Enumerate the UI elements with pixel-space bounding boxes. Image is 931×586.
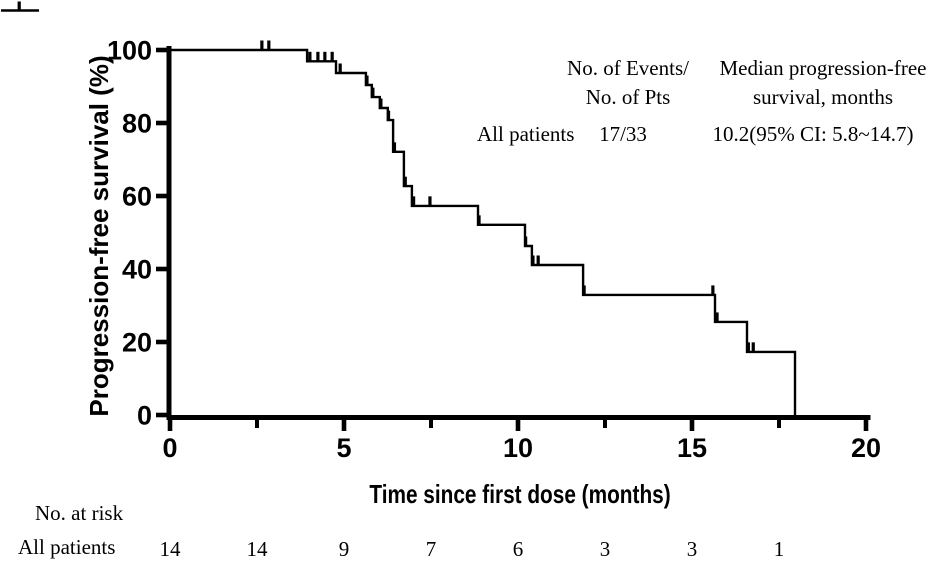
y-axis-ticks: 0 20 40 60 80 100 bbox=[107, 36, 167, 431]
censor-tick bbox=[260, 40, 264, 50]
y-tick bbox=[156, 339, 167, 345]
censor-tick bbox=[371, 87, 375, 98]
y-tick bbox=[156, 47, 167, 53]
censor-marks bbox=[260, 40, 755, 352]
censor-tick bbox=[536, 255, 540, 265]
y-axis-title: Progression-free survival (%) bbox=[84, 55, 114, 417]
x-tick-major bbox=[341, 420, 347, 431]
survival-curve bbox=[169, 48, 797, 415]
legend-median-value: 10.2(95% CI: 5.8~14.7) bbox=[712, 122, 914, 146]
legend-series-label: All patients bbox=[477, 122, 575, 146]
y-tick bbox=[156, 412, 167, 418]
x-axis-title: Time since first dose (months) bbox=[369, 479, 671, 509]
censor-tick bbox=[477, 215, 481, 225]
events-header-line2: No. of Pts bbox=[585, 85, 671, 109]
y-tick bbox=[156, 193, 167, 199]
at-risk-title: No. at risk bbox=[35, 501, 124, 525]
y-tick-label: 40 bbox=[122, 255, 152, 285]
axes bbox=[166, 46, 871, 420]
censor-tick bbox=[711, 285, 715, 295]
median-header-line2: survival, months bbox=[752, 85, 893, 109]
x-tick-minor bbox=[255, 420, 259, 428]
censor-tick bbox=[428, 196, 432, 206]
at-risk-count: 3 bbox=[600, 537, 611, 561]
x-axis-ticks: 0 5 10 15 20 bbox=[162, 420, 881, 463]
censor-line-legend-marker-icon bbox=[1, 1, 39, 12]
x-tick-label: 10 bbox=[503, 433, 533, 463]
x-tick-label: 0 bbox=[162, 433, 177, 463]
censor-tick bbox=[392, 142, 397, 152]
censor-tick bbox=[524, 236, 528, 247]
x-tick-major bbox=[863, 420, 869, 431]
censor-tick bbox=[715, 312, 719, 322]
median-column-header: Median progression-free survival, months bbox=[719, 54, 926, 112]
y-tick-label: 100 bbox=[107, 36, 152, 66]
x-tick-minor bbox=[429, 420, 433, 428]
x-tick-major bbox=[689, 420, 695, 431]
censor-tick bbox=[403, 176, 407, 187]
censor-tick bbox=[582, 285, 586, 295]
censor-tick bbox=[746, 342, 750, 352]
at-risk-count: 6 bbox=[513, 537, 524, 561]
x-axis-line bbox=[166, 415, 871, 420]
at-risk-counts: 14 14 9 7 6 3 3 1 bbox=[160, 537, 785, 561]
censor-tick bbox=[323, 51, 327, 62]
at-risk-count: 1 bbox=[774, 537, 785, 561]
at-risk-count: 7 bbox=[426, 537, 437, 561]
y-tick bbox=[156, 120, 167, 126]
censor-tick bbox=[330, 51, 334, 62]
median-header-line1: Median progression-free bbox=[719, 56, 927, 80]
censor-tick bbox=[316, 51, 320, 62]
x-tick-label: 20 bbox=[851, 433, 881, 463]
censor-tick bbox=[365, 75, 369, 86]
x-tick-label: 15 bbox=[677, 433, 707, 463]
y-axis-line bbox=[166, 46, 172, 420]
x-tick-label: 5 bbox=[336, 433, 351, 463]
at-risk-row-label: All patients bbox=[18, 535, 116, 559]
at-risk-count: 14 bbox=[160, 537, 182, 561]
censor-tick bbox=[338, 63, 342, 73]
x-tick-minor bbox=[777, 420, 781, 428]
censor-tick bbox=[531, 255, 535, 265]
censor-tick bbox=[412, 196, 416, 206]
at-risk-count: 14 bbox=[247, 537, 269, 561]
y-tick-label: 80 bbox=[122, 109, 152, 139]
x-tick-minor bbox=[603, 420, 607, 428]
y-tick bbox=[156, 266, 167, 272]
at-risk-count: 3 bbox=[687, 537, 698, 561]
y-tick-label: 0 bbox=[137, 401, 152, 431]
censor-tick bbox=[267, 40, 271, 50]
censor-tick bbox=[386, 110, 391, 121]
y-tick-label: 20 bbox=[122, 328, 152, 358]
events-column-header: No. of Events/ No. of Pts bbox=[567, 54, 689, 112]
y-tick-label: 60 bbox=[122, 182, 152, 212]
x-tick-major bbox=[515, 420, 521, 431]
at-risk-count: 9 bbox=[339, 537, 350, 561]
censor-tick bbox=[751, 342, 755, 352]
events-header-line1: No. of Events/ bbox=[567, 56, 689, 80]
legend-events-value: 17/33 bbox=[599, 122, 647, 146]
censor-tick bbox=[379, 98, 383, 109]
censor-tick bbox=[308, 51, 312, 62]
x-tick-major bbox=[167, 420, 173, 431]
